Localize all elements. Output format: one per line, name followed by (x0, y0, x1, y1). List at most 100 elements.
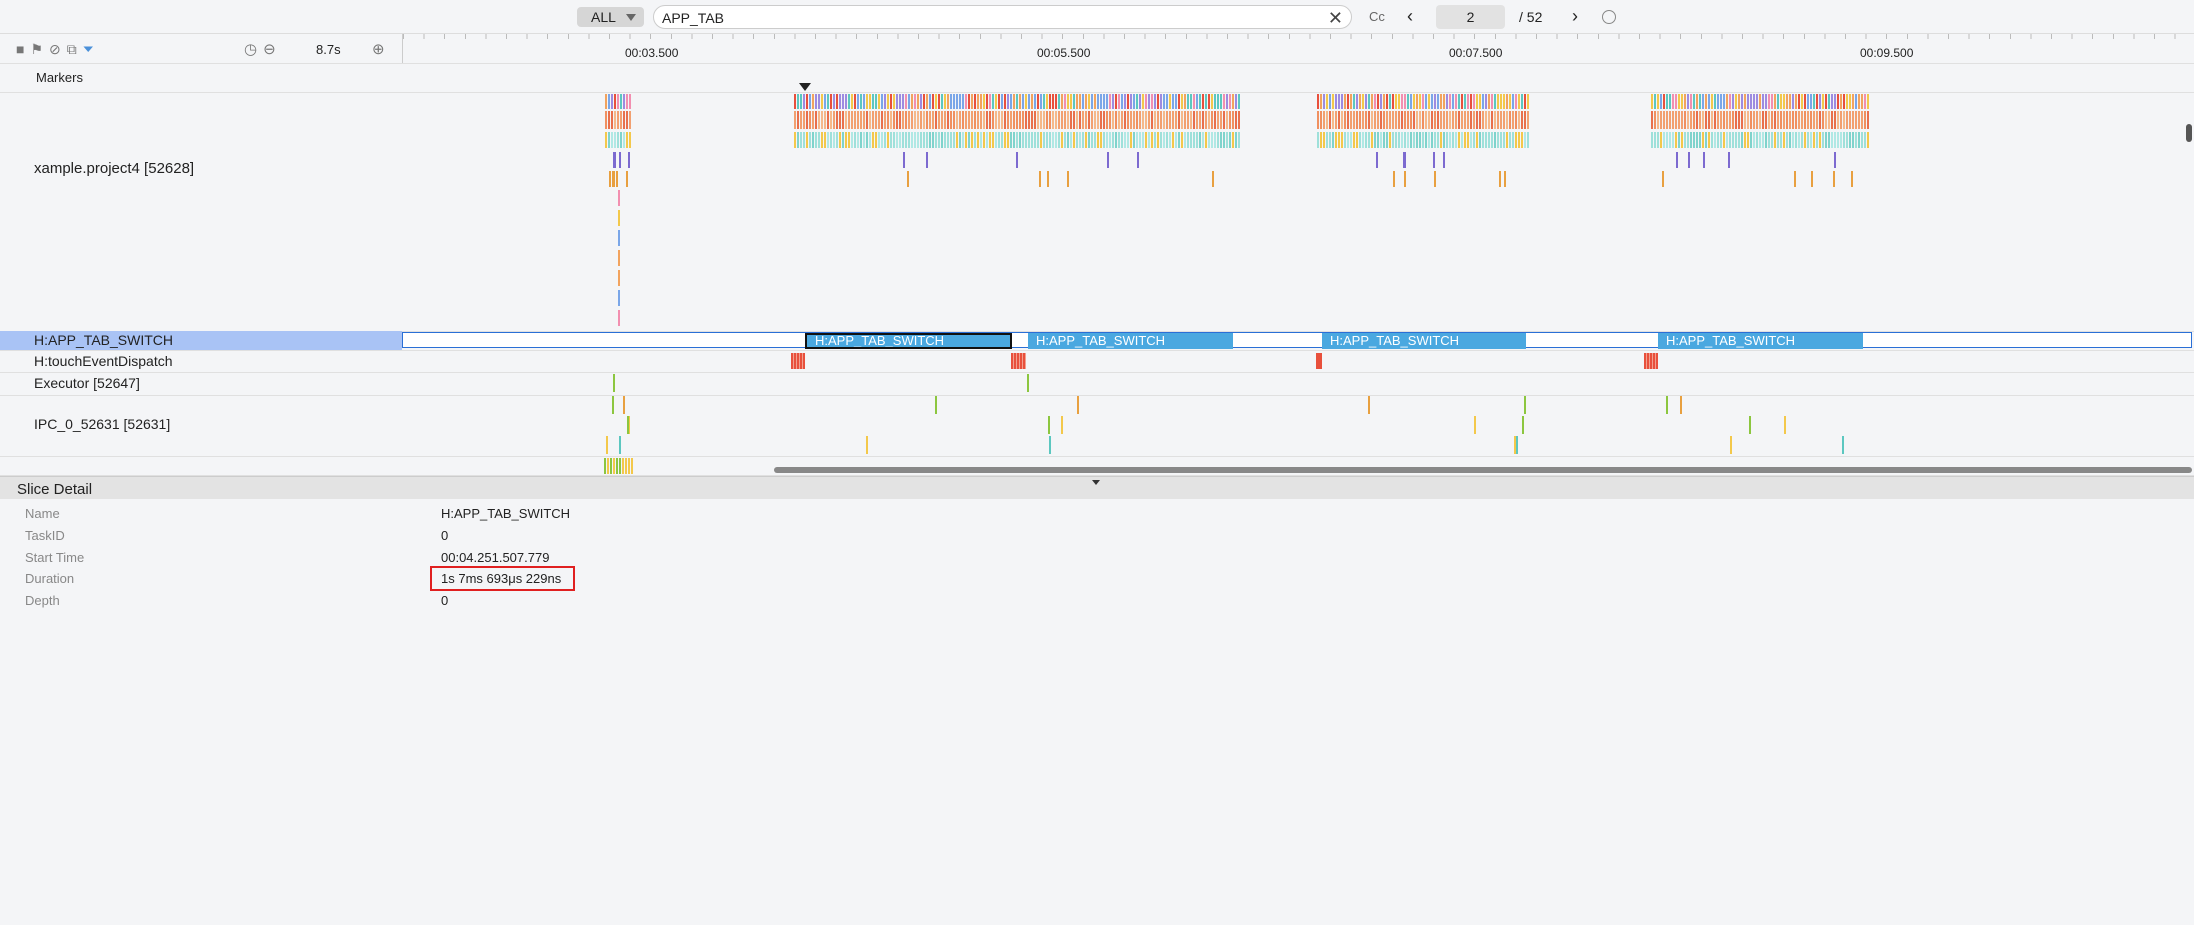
page-current[interactable]: 2 (1436, 5, 1505, 29)
activity-stripe (839, 111, 841, 129)
activity-stripe (1199, 94, 1201, 109)
activity-stripe (1816, 132, 1818, 148)
activity-stripe (1434, 171, 1437, 187)
clear-icon[interactable]: ✕ (1327, 8, 1343, 28)
activity-stripe (1485, 94, 1487, 109)
activity-stripe (1678, 132, 1680, 148)
activity-stripe (617, 111, 619, 129)
activity-stripe (956, 132, 958, 148)
activity-stripe (1223, 132, 1225, 148)
activity-stripe (617, 132, 619, 148)
activity-stripe (1518, 94, 1520, 109)
activity-stripe (1049, 94, 1051, 109)
activity-stripe (1711, 132, 1713, 148)
search-input[interactable]: APP_TAB ✕ (653, 5, 1352, 29)
activity-stripe (1166, 132, 1168, 148)
activity-stripe (1163, 132, 1165, 148)
activity-stripe (1768, 111, 1770, 129)
slice[interactable]: H:APP_TAB_SWITCH (1322, 333, 1526, 349)
activity-stripe (815, 94, 817, 109)
activity-stripe (1326, 94, 1328, 109)
slice[interactable]: H:APP_TAB_SWITCH (805, 333, 1012, 349)
activity-stripe (1073, 111, 1075, 129)
activity-stripe (1702, 94, 1704, 109)
slice[interactable]: H:APP_TAB_SWITCH (1028, 333, 1233, 349)
activity-stripe (1494, 111, 1496, 129)
activity-stripe (1127, 111, 1129, 129)
activity-stripe (614, 132, 616, 148)
activity-stripe (1097, 132, 1099, 148)
activity-stripe (995, 94, 997, 109)
activity-stripe (1657, 94, 1659, 109)
zoom-in[interactable]: ⊕ (372, 41, 385, 58)
activity-stripe (1181, 111, 1183, 129)
activity-stripe (1425, 132, 1427, 148)
activity-stripe (812, 132, 814, 148)
slice[interactable]: H:APP_TAB_SWITCH (1658, 333, 1863, 349)
case-toggle[interactable]: Cc (1369, 9, 1385, 24)
activity-stripe (926, 132, 928, 148)
activity-stripe (860, 111, 862, 129)
scroll-thumb[interactable] (2186, 124, 2192, 142)
activity-stripe (1004, 94, 1006, 109)
activity-stripe (1726, 94, 1728, 109)
activity-stripe (1380, 94, 1382, 109)
prev-button[interactable]: ‹ (1407, 6, 1413, 26)
activity-stripe (869, 132, 871, 148)
collapse-arrow[interactable] (1092, 480, 1100, 485)
activity-stripe (1858, 94, 1860, 109)
activity-stripe (1061, 94, 1063, 109)
activity-stripe (833, 94, 835, 109)
activity-stripe (1202, 132, 1204, 148)
activity-stripe (971, 132, 973, 148)
h-scrollbar[interactable] (774, 467, 2192, 473)
activity-stripe (881, 132, 883, 148)
activity-stripe (1437, 132, 1439, 148)
activity-stripe (1464, 94, 1466, 109)
activity-stripe (1774, 132, 1776, 148)
activity-stripe (629, 94, 631, 109)
activity-stripe (1491, 132, 1493, 148)
activity-stripe (1109, 94, 1111, 109)
activity-stripe (1455, 132, 1457, 148)
activity-stripe (905, 132, 907, 148)
activity-stripe (1004, 111, 1006, 129)
zoom-icons[interactable]: ◷⊖ (244, 41, 282, 58)
activity-stripe (1688, 152, 1691, 168)
activity-stripe (947, 94, 949, 109)
activity-stripe (884, 132, 886, 148)
activity-stripe (956, 111, 958, 129)
activity-stripe (1717, 111, 1719, 129)
activity-stripe (1085, 111, 1087, 129)
activity-stripe (1121, 132, 1123, 148)
activity-stripe (1657, 132, 1659, 148)
activity-stripe (1232, 94, 1234, 109)
activity-stripe (1118, 94, 1120, 109)
history-icon[interactable] (1602, 10, 1616, 24)
activity-stripe (623, 94, 625, 109)
activity-stripe (1651, 111, 1653, 129)
activity-stripe (902, 152, 905, 168)
activity-stripe (1039, 171, 1042, 187)
activity-stripe (1106, 132, 1108, 148)
activity-stripe (1660, 94, 1662, 109)
activity-stripe (1344, 111, 1346, 129)
activity-stripe (974, 111, 976, 129)
page-total: / 52 (1519, 9, 1543, 25)
activity-stripe (1500, 94, 1502, 109)
next-button[interactable]: › (1572, 6, 1578, 26)
activity-stripe (626, 94, 628, 109)
activity-stripe (1852, 132, 1854, 148)
activity-stripe (1323, 94, 1325, 109)
activity-stripe (1007, 111, 1009, 129)
activity-stripe (1160, 111, 1162, 129)
activity-stripe (1166, 111, 1168, 129)
activity-stripe (1867, 132, 1869, 148)
activity-stripe (1661, 171, 1664, 187)
filter-dropdown[interactable]: ALL (577, 7, 644, 27)
track-label: H:APP_TAB_SWITCH (34, 332, 173, 348)
activity-stripe (1687, 132, 1689, 148)
activity-stripe (907, 171, 910, 187)
activity-stripe (1082, 132, 1084, 148)
activity-stripe (878, 132, 880, 148)
